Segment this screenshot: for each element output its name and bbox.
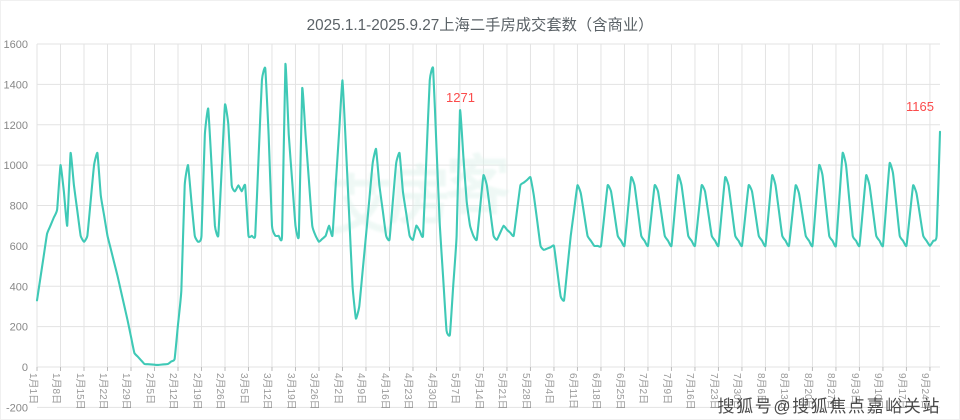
svg-text:客: 客 [446, 150, 510, 222]
svg-text:200: 200 [10, 322, 28, 334]
svg-text:600: 600 [10, 241, 28, 253]
svg-text:1400: 1400 [4, 79, 28, 91]
svg-text:1000: 1000 [4, 160, 28, 172]
svg-text:400: 400 [10, 281, 28, 293]
svg-text:800: 800 [10, 201, 28, 213]
svg-text:-200: -200 [6, 402, 28, 414]
svg-text:1200: 1200 [4, 120, 28, 132]
svg-text:1600: 1600 [4, 39, 28, 51]
svg-text:房: 房 [388, 160, 452, 232]
